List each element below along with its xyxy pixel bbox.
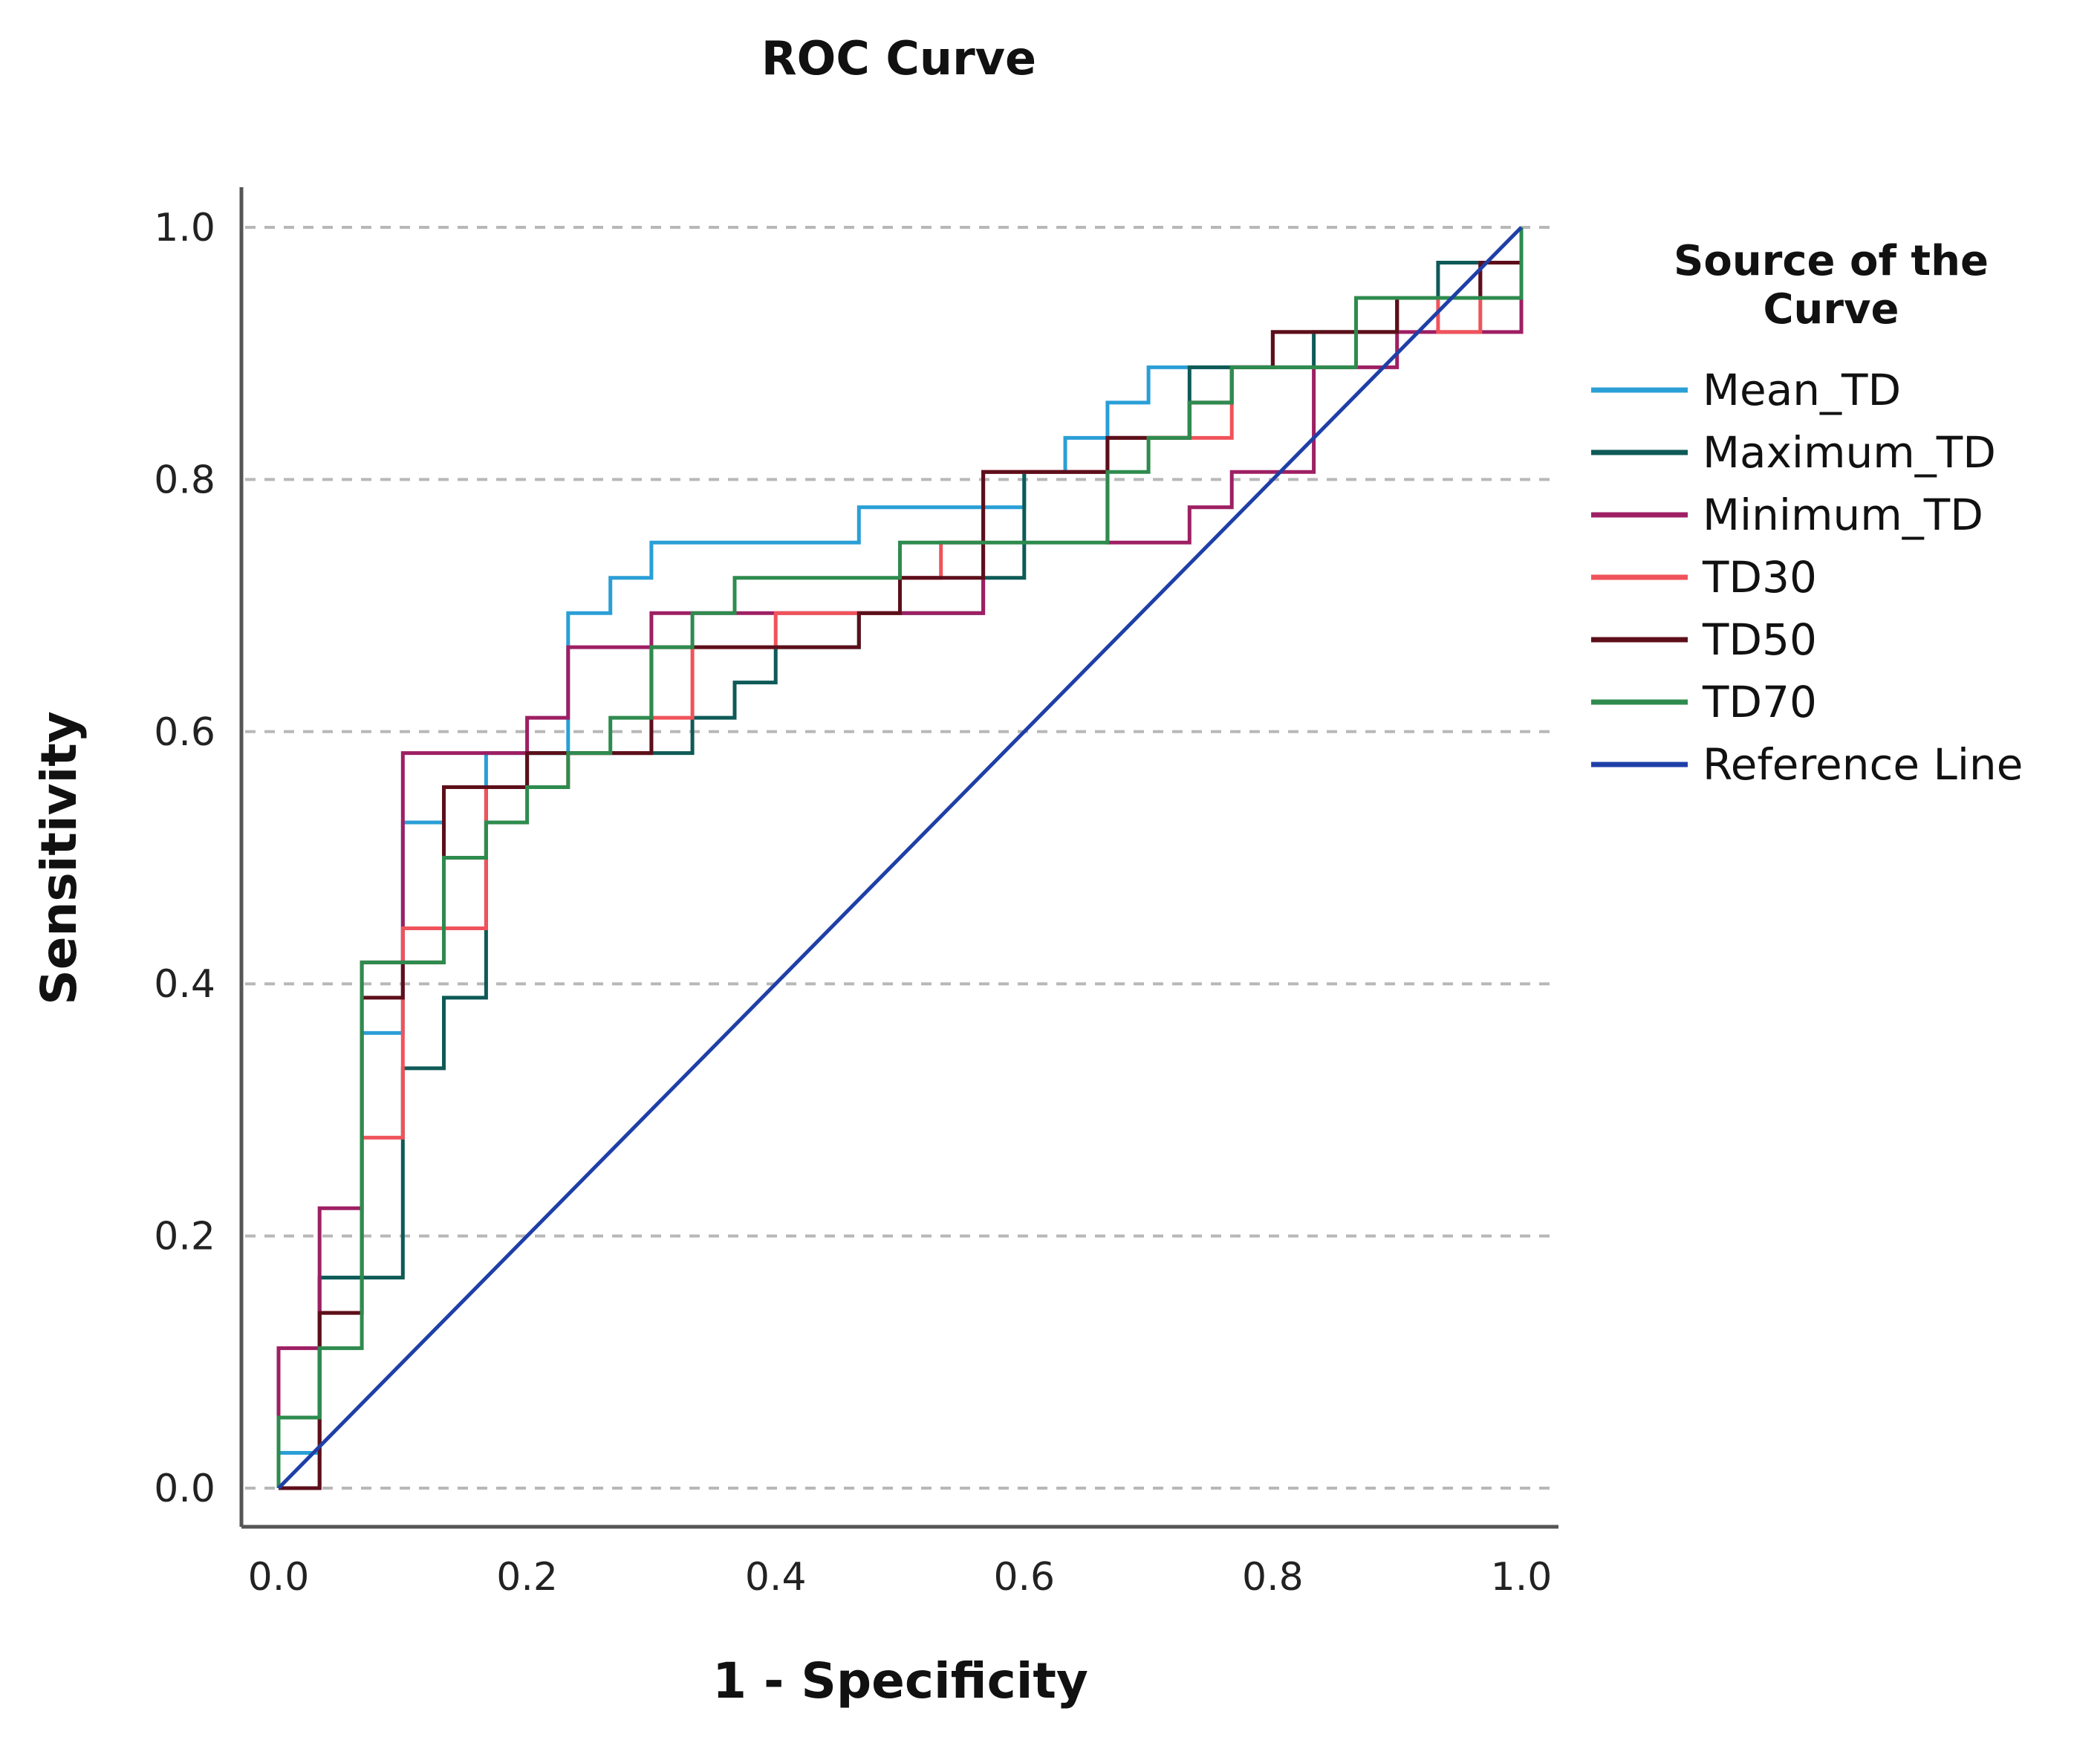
x-tick-labels: 0.0 0.2 0.4 0.6 0.8 1.0 bbox=[248, 1555, 1553, 1600]
legend-label-reference-line: Reference Line bbox=[1703, 739, 2023, 790]
series-line-reference-line bbox=[277, 226, 1523, 1490]
series-lines bbox=[276, 226, 1524, 1490]
legend-label-td50: TD50 bbox=[1702, 614, 1817, 665]
legend-label-minimum-td: Minimum_TD bbox=[1703, 490, 1983, 540]
series-line-minimum-td bbox=[276, 298, 1524, 1488]
y-tick-0.0: 0.0 bbox=[154, 1467, 215, 1511]
legend-label-td70: TD70 bbox=[1702, 677, 1817, 727]
y-tick-0.4: 0.4 bbox=[154, 962, 215, 1007]
x-tick-0.8: 0.8 bbox=[1242, 1555, 1304, 1600]
legend-label-mean-td: Mean_TD bbox=[1703, 365, 1901, 415]
chart-title: ROC Curve bbox=[761, 31, 1036, 85]
gridlines bbox=[245, 226, 1558, 1490]
x-tick-0.6: 0.6 bbox=[993, 1555, 1055, 1600]
y-tick-0.6: 0.6 bbox=[154, 710, 215, 755]
legend-items: Mean_TD Maximum_TD Minimum_TD TD30 TD50 TD70 R… bbox=[1591, 365, 2023, 790]
y-tick-1.0: 1.0 bbox=[154, 206, 215, 250]
y-tick-0.8: 0.8 bbox=[154, 458, 215, 502]
x-tick-0.2: 0.2 bbox=[496, 1555, 558, 1600]
legend-label-td30: TD30 bbox=[1702, 552, 1817, 603]
series-line-td70 bbox=[276, 227, 1524, 1488]
y-axis-title: Sensitivity bbox=[30, 711, 88, 1005]
x-tick-1.0: 1.0 bbox=[1491, 1555, 1553, 1600]
x-axis-title: 1 - Specificity bbox=[712, 1652, 1088, 1710]
legend: Source of the Curve Mean_TD Maximum_TD Min… bbox=[1591, 237, 2023, 790]
y-tick-0.2: 0.2 bbox=[154, 1215, 215, 1259]
x-tick-0.4: 0.4 bbox=[745, 1555, 807, 1600]
x-tick-0.0: 0.0 bbox=[248, 1555, 310, 1600]
legend-title-line1: Source of the bbox=[1674, 237, 1989, 285]
legend-label-maximum-td: Maximum_TD bbox=[1703, 427, 1996, 478]
y-tick-labels: 0.0 0.2 0.4 0.6 0.8 1.0 bbox=[154, 206, 215, 1511]
legend-title-line2: Curve bbox=[1763, 285, 1899, 334]
